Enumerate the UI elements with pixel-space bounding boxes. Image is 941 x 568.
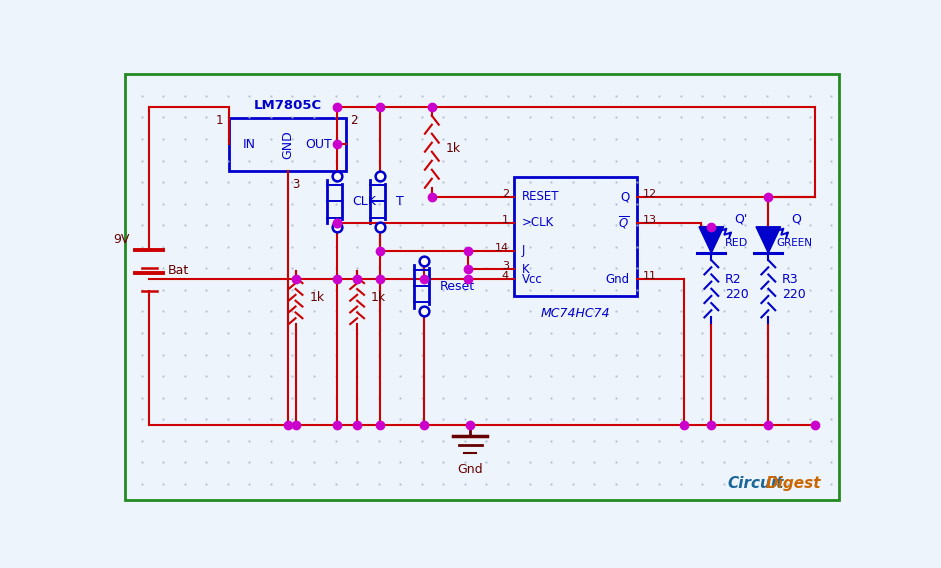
Text: OUT: OUT bbox=[306, 138, 332, 151]
Text: Gnd: Gnd bbox=[457, 463, 483, 476]
Text: 2: 2 bbox=[350, 114, 358, 127]
Text: 13: 13 bbox=[643, 215, 657, 225]
Text: 3: 3 bbox=[293, 178, 300, 190]
Text: GREEN: GREEN bbox=[776, 238, 812, 248]
Text: K: K bbox=[522, 262, 530, 275]
Text: R3: R3 bbox=[782, 273, 799, 286]
Text: Q: Q bbox=[620, 190, 630, 203]
Text: Gnd: Gnd bbox=[606, 273, 630, 286]
Text: Vcc: Vcc bbox=[522, 273, 543, 286]
Bar bbox=[230, 118, 346, 170]
Text: 1k: 1k bbox=[310, 291, 325, 304]
Polygon shape bbox=[756, 227, 781, 253]
Text: Q: Q bbox=[791, 212, 802, 225]
Text: 1k: 1k bbox=[446, 141, 461, 154]
Text: T: T bbox=[395, 195, 404, 208]
Text: IN: IN bbox=[243, 138, 256, 151]
Text: Circuit: Circuit bbox=[727, 477, 784, 491]
Text: 11: 11 bbox=[643, 271, 657, 281]
Text: Q': Q' bbox=[734, 212, 748, 225]
Text: 14: 14 bbox=[495, 243, 509, 253]
Text: Digest: Digest bbox=[765, 477, 821, 491]
Text: R2: R2 bbox=[726, 273, 742, 286]
Text: 2: 2 bbox=[502, 189, 509, 199]
Text: MC74HC74: MC74HC74 bbox=[541, 307, 611, 320]
Text: GND: GND bbox=[281, 130, 295, 159]
Text: $\overline{Q}$: $\overline{Q}$ bbox=[618, 215, 630, 231]
Text: 1: 1 bbox=[502, 215, 509, 225]
Text: J: J bbox=[522, 244, 525, 257]
Text: 9V: 9V bbox=[114, 233, 130, 247]
Polygon shape bbox=[699, 227, 724, 253]
Bar bbox=[514, 177, 637, 296]
Text: Reset: Reset bbox=[439, 279, 474, 293]
Text: LM7805C: LM7805C bbox=[254, 99, 322, 112]
Text: 220: 220 bbox=[782, 288, 805, 301]
Text: RESET: RESET bbox=[522, 190, 559, 203]
Text: 4: 4 bbox=[502, 271, 509, 281]
Text: 1k: 1k bbox=[371, 291, 386, 304]
Text: 1: 1 bbox=[215, 114, 223, 127]
Text: Bat: Bat bbox=[167, 264, 189, 277]
Text: 220: 220 bbox=[726, 288, 749, 301]
Text: CLK: CLK bbox=[353, 195, 376, 208]
Text: 3: 3 bbox=[502, 261, 509, 271]
Text: 12: 12 bbox=[643, 189, 657, 199]
Text: RED: RED bbox=[726, 238, 748, 248]
Text: >CLK: >CLK bbox=[522, 216, 554, 229]
